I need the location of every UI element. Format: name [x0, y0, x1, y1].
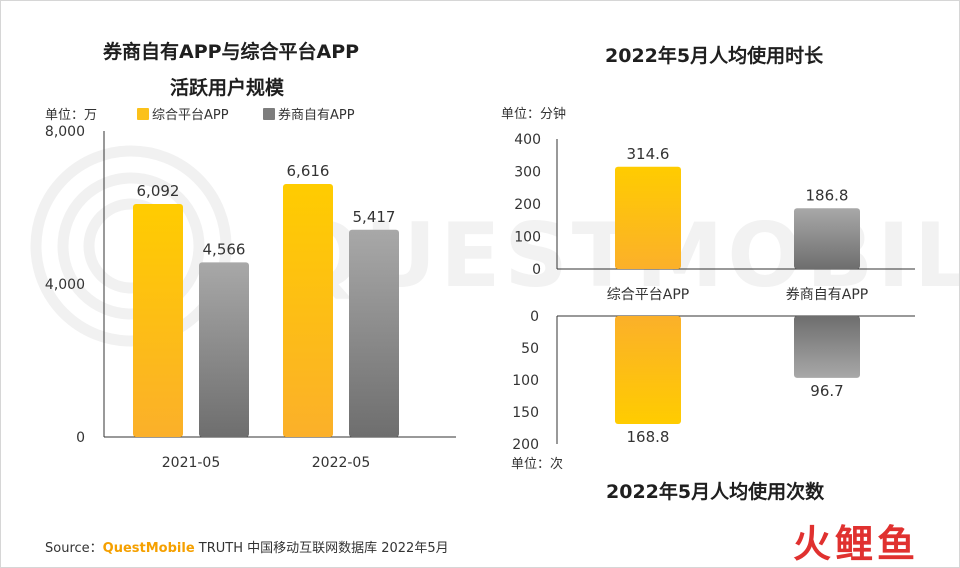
- legend-swatch-gold: [137, 107, 149, 120]
- y-tick-label: 0: [76, 430, 85, 446]
- frequency-bar: [615, 316, 681, 425]
- frequency-value-label: 96.7: [810, 382, 843, 400]
- duration-bar: [794, 208, 860, 269]
- category-label: 券商自有APP: [786, 287, 868, 303]
- x-tick-label: 2022-05: [312, 455, 371, 471]
- source-brand: QuestMobile: [102, 541, 195, 556]
- bar-platform: [133, 203, 183, 437]
- legend-item-broker: 券商自有APP: [263, 104, 355, 123]
- top-y-tick-label: 100: [514, 230, 541, 246]
- bottom-y-tick-label: 0: [530, 309, 539, 325]
- bar-value-label: 6,092: [137, 182, 180, 200]
- source-prefix: Source：: [45, 541, 103, 556]
- duration-value-label: 314.6: [627, 145, 670, 163]
- y-tick-label: 4,000: [45, 277, 85, 293]
- left-chart-title-line2: 活跃用户规模: [170, 77, 285, 99]
- legend-label-platform: 综合平台APP: [152, 108, 229, 123]
- bar-value-label: 4,566: [203, 240, 246, 258]
- right-bottom-unit: 单位：次: [511, 457, 564, 472]
- frequency-bar: [794, 316, 860, 378]
- top-y-tick-label: 200: [514, 197, 541, 213]
- bar-value-label: 5,417: [353, 208, 396, 226]
- source-rest: TRUTH 中国移动互联网数据库 2022年5月: [194, 541, 449, 556]
- y-tick-label: 8,000: [45, 124, 85, 140]
- duration-bar: [615, 166, 681, 269]
- bar-broker: [349, 229, 399, 437]
- left-chart-title-line1: 券商自有APP与综合平台APP: [103, 41, 360, 63]
- bar-platform: [283, 183, 333, 437]
- legend-label-broker: 券商自有APP: [278, 108, 355, 123]
- legend-item-platform: 综合平台APP: [137, 104, 229, 123]
- category-label: 综合平台APP: [607, 287, 689, 303]
- top-y-tick-label: 400: [514, 132, 541, 148]
- logo-text: 火鲤鱼: [793, 522, 919, 565]
- bar-broker: [199, 262, 249, 437]
- top-y-tick-label: 300: [514, 165, 541, 181]
- x-tick-label: 2021-05: [162, 455, 221, 471]
- bottom-y-tick-label: 150: [512, 405, 539, 421]
- legend-swatch-gray: [263, 107, 275, 120]
- left-chart-unit: 单位：万: [45, 108, 98, 123]
- right-top-title: 2022年5月人均使用时长: [605, 45, 824, 67]
- bottom-y-tick-label: 100: [512, 373, 539, 389]
- frequency-value-label: 168.8: [627, 428, 670, 446]
- bottom-y-tick-label: 50: [521, 341, 539, 357]
- duration-value-label: 186.8: [806, 186, 849, 204]
- right-top-unit: 单位：分钟: [501, 107, 567, 122]
- right-bottom-title: 2022年5月人均使用次数: [606, 481, 825, 503]
- source-note: Source：QuestMobile TRUTH 中国移动互联网数据库 2022…: [45, 537, 449, 556]
- huoliyu-logo: 火鲤鱼: [793, 522, 919, 565]
- bottom-y-tick-label: 200: [512, 437, 539, 453]
- top-y-tick-label: 0: [532, 262, 541, 278]
- bar-value-label: 6,616: [287, 162, 330, 180]
